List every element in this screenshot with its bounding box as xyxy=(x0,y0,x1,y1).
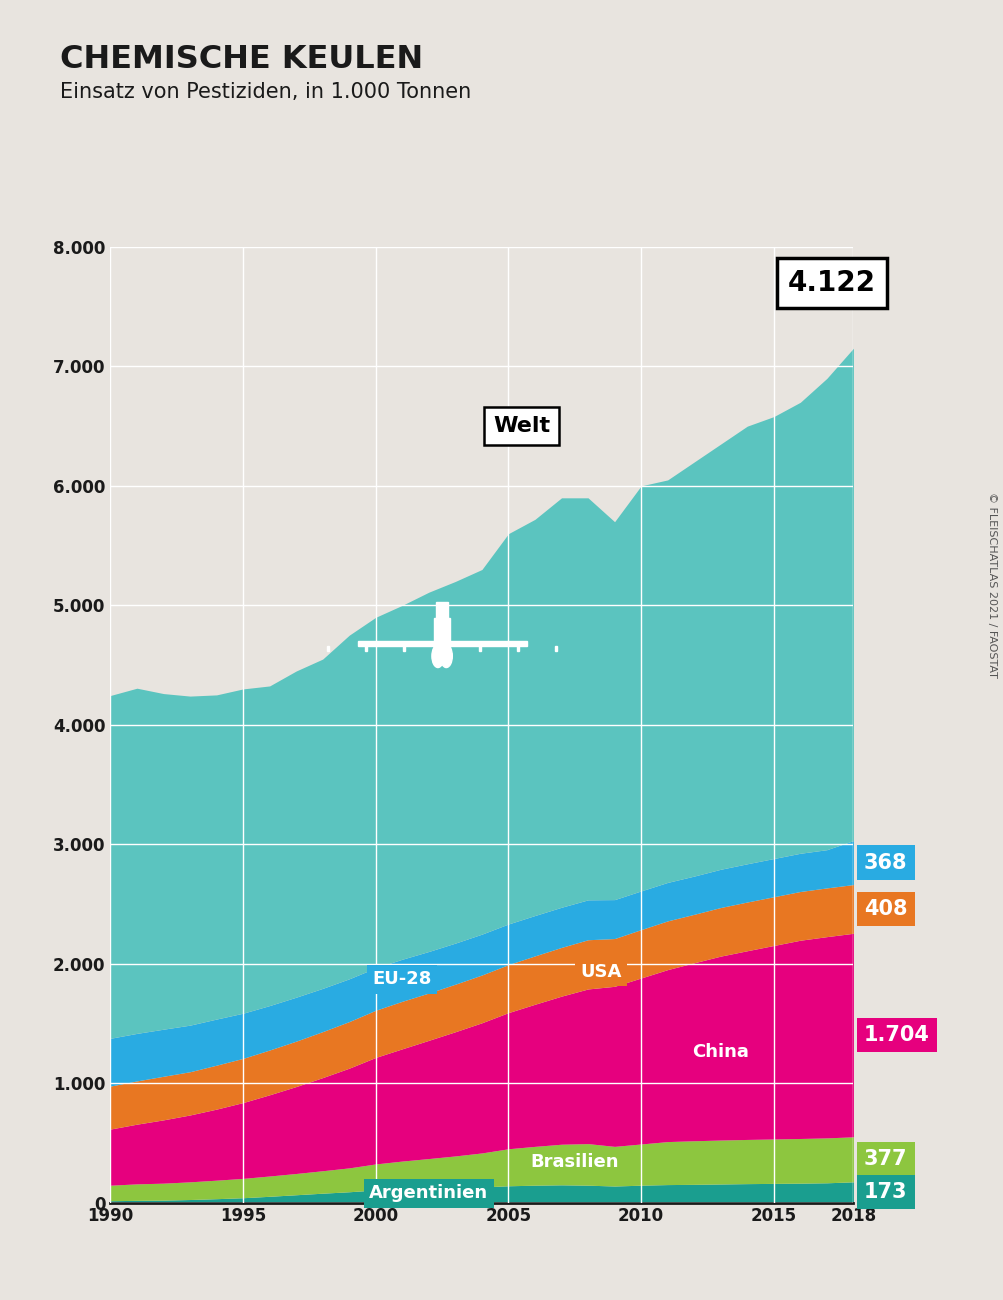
FancyBboxPatch shape xyxy=(433,618,450,650)
Text: Welt: Welt xyxy=(492,416,550,437)
Text: Argentinien: Argentinien xyxy=(369,1184,487,1202)
Text: 1.704: 1.704 xyxy=(864,1024,929,1045)
FancyBboxPatch shape xyxy=(365,646,366,651)
FancyBboxPatch shape xyxy=(517,646,519,651)
Text: 4.122: 4.122 xyxy=(787,269,876,296)
FancyBboxPatch shape xyxy=(357,641,433,646)
Text: EU-28: EU-28 xyxy=(372,971,431,988)
Text: CHEMISCHE KEULEN: CHEMISCHE KEULEN xyxy=(60,44,423,74)
FancyBboxPatch shape xyxy=(403,646,404,651)
Text: 368: 368 xyxy=(864,853,907,872)
Text: 377: 377 xyxy=(864,1149,907,1169)
Ellipse shape xyxy=(431,645,443,667)
FancyBboxPatch shape xyxy=(450,641,527,646)
Text: 408: 408 xyxy=(864,898,907,919)
FancyBboxPatch shape xyxy=(555,646,557,651)
Text: 173: 173 xyxy=(864,1182,907,1202)
Ellipse shape xyxy=(440,645,452,667)
FancyBboxPatch shape xyxy=(435,602,447,617)
FancyBboxPatch shape xyxy=(327,646,329,651)
FancyBboxPatch shape xyxy=(478,646,480,651)
Text: USA: USA xyxy=(580,963,622,980)
Text: Einsatz von Pestiziden, in 1.000 Tonnen: Einsatz von Pestiziden, in 1.000 Tonnen xyxy=(60,82,471,101)
Text: © FLEISCHATLAS 2021 / FAOSTAT: © FLEISCHATLAS 2021 / FAOSTAT xyxy=(986,493,996,677)
Text: Brasilien: Brasilien xyxy=(530,1153,619,1171)
Text: China: China xyxy=(692,1043,748,1061)
